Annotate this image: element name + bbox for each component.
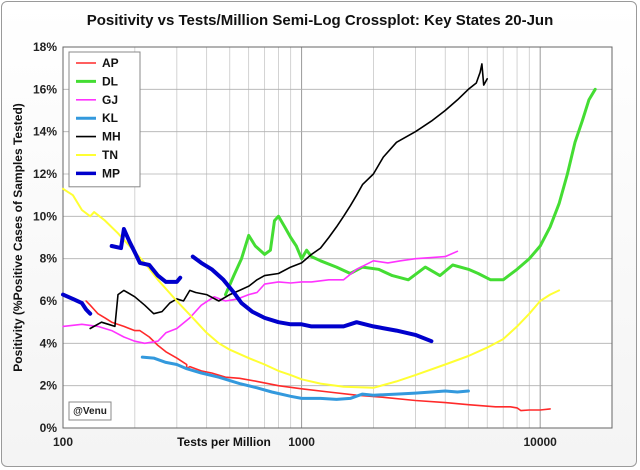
series-line-gj: [62, 250, 459, 345]
chart-title: Positivity vs Tests/Million Semi-Log Cro…: [86, 12, 554, 29]
x-tick-label: 100: [53, 435, 73, 449]
plot-area: [62, 46, 613, 429]
watermark: @Venu: [73, 406, 107, 417]
y-tick-label: 6%: [40, 294, 58, 308]
y-tick-label: 0%: [40, 421, 58, 435]
y-tick-label: 18%: [33, 40, 57, 54]
y-tick-label: 4%: [40, 336, 58, 350]
legend-label-tn: TN: [102, 148, 118, 162]
series-line-mp: [61, 292, 93, 316]
y-tick-label: 2%: [40, 379, 58, 393]
watermark-box: @Venu: [68, 401, 112, 421]
legend-label-mp: MP: [102, 166, 120, 180]
series-line-tn: [62, 187, 561, 389]
series-line-mp: [109, 227, 183, 284]
y-tick-label: 12%: [33, 167, 57, 181]
series-line-dl: [224, 87, 597, 297]
legend: AP DL GJ KL MH TN MP: [68, 51, 141, 188]
legend-label-mh: MH: [102, 130, 121, 144]
legend-label-ap: AP: [102, 56, 119, 70]
grid: [62, 46, 613, 429]
tick-labels: 0% 2% 4% 6% 8% 10% 12% 14% 16% 18% 100 1000 10000: [33, 40, 557, 449]
series-lines: [61, 63, 597, 412]
series-line-ap: [85, 300, 551, 412]
y-tick-label: 14%: [33, 125, 57, 139]
y-tick-label: 10%: [33, 209, 57, 223]
y-tick-label: 16%: [33, 82, 57, 96]
legend-label-dl: DL: [102, 74, 118, 88]
y-tick-label: 8%: [40, 252, 58, 266]
legend-label-gj: GJ: [102, 93, 118, 107]
y-axis-label: Positivity (%Positive Cases of Samples T…: [11, 103, 25, 372]
x-tick-label: 1000: [288, 435, 315, 449]
legend-label-kl: KL: [102, 111, 118, 125]
series-line-kl: [140, 355, 470, 401]
x-tick-label: 10000: [523, 435, 557, 449]
series-line-mp: [190, 254, 434, 344]
series-line-mh: [89, 63, 488, 330]
x-axis-label: Tests per Million: [177, 435, 271, 449]
